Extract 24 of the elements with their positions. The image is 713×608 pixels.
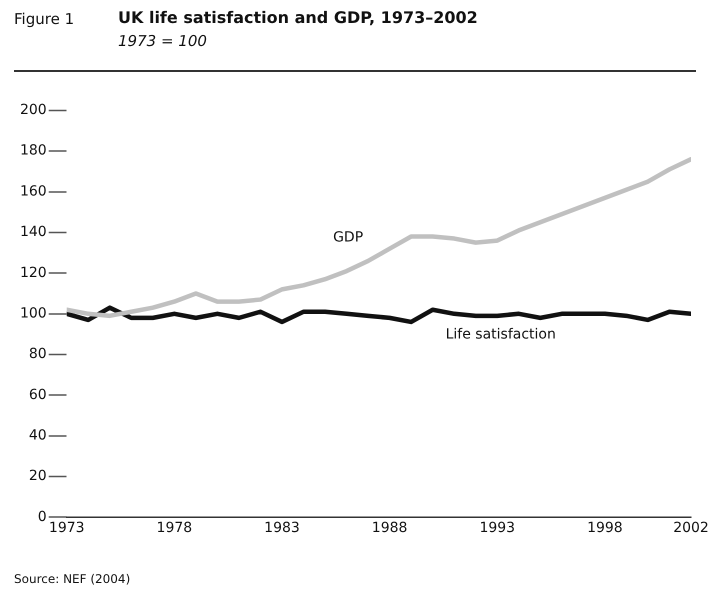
series-label: GDP: [333, 230, 364, 246]
series-label: Life satisfaction: [446, 326, 556, 342]
y-tick-label: 100: [20, 305, 47, 322]
y-tick-label: 140: [20, 224, 47, 240]
chart-subtitle: 1973 = 100: [118, 32, 207, 50]
x-tick-label: 1993: [479, 520, 516, 536]
y-tick-label: 180: [20, 142, 47, 159]
x-tick-label: 1988: [372, 520, 408, 536]
x-tick-label: 2002: [673, 520, 709, 536]
y-tick-label: 80: [28, 346, 47, 362]
chart-title: UK life satisfaction and GDP, 1973–2002: [118, 8, 478, 27]
y-tick-label: 160: [20, 183, 47, 200]
y-tick-label: 0: [38, 508, 47, 525]
x-tick-label: 1998: [587, 520, 623, 536]
x-tick-label: 1978: [156, 520, 192, 536]
source-note: Source: NEF (2004): [14, 572, 130, 586]
y-tick-label: 120: [20, 264, 47, 281]
y-tick-label: 40: [28, 427, 47, 444]
caption: Figure 1: [14, 10, 74, 28]
y-tick-label: 20: [28, 468, 47, 484]
x-tick-label: 1973: [48, 520, 85, 536]
y-tick-label: 200: [20, 102, 47, 118]
x-tick-label: 1983: [264, 520, 300, 536]
y-tick-label: 60: [28, 386, 47, 403]
